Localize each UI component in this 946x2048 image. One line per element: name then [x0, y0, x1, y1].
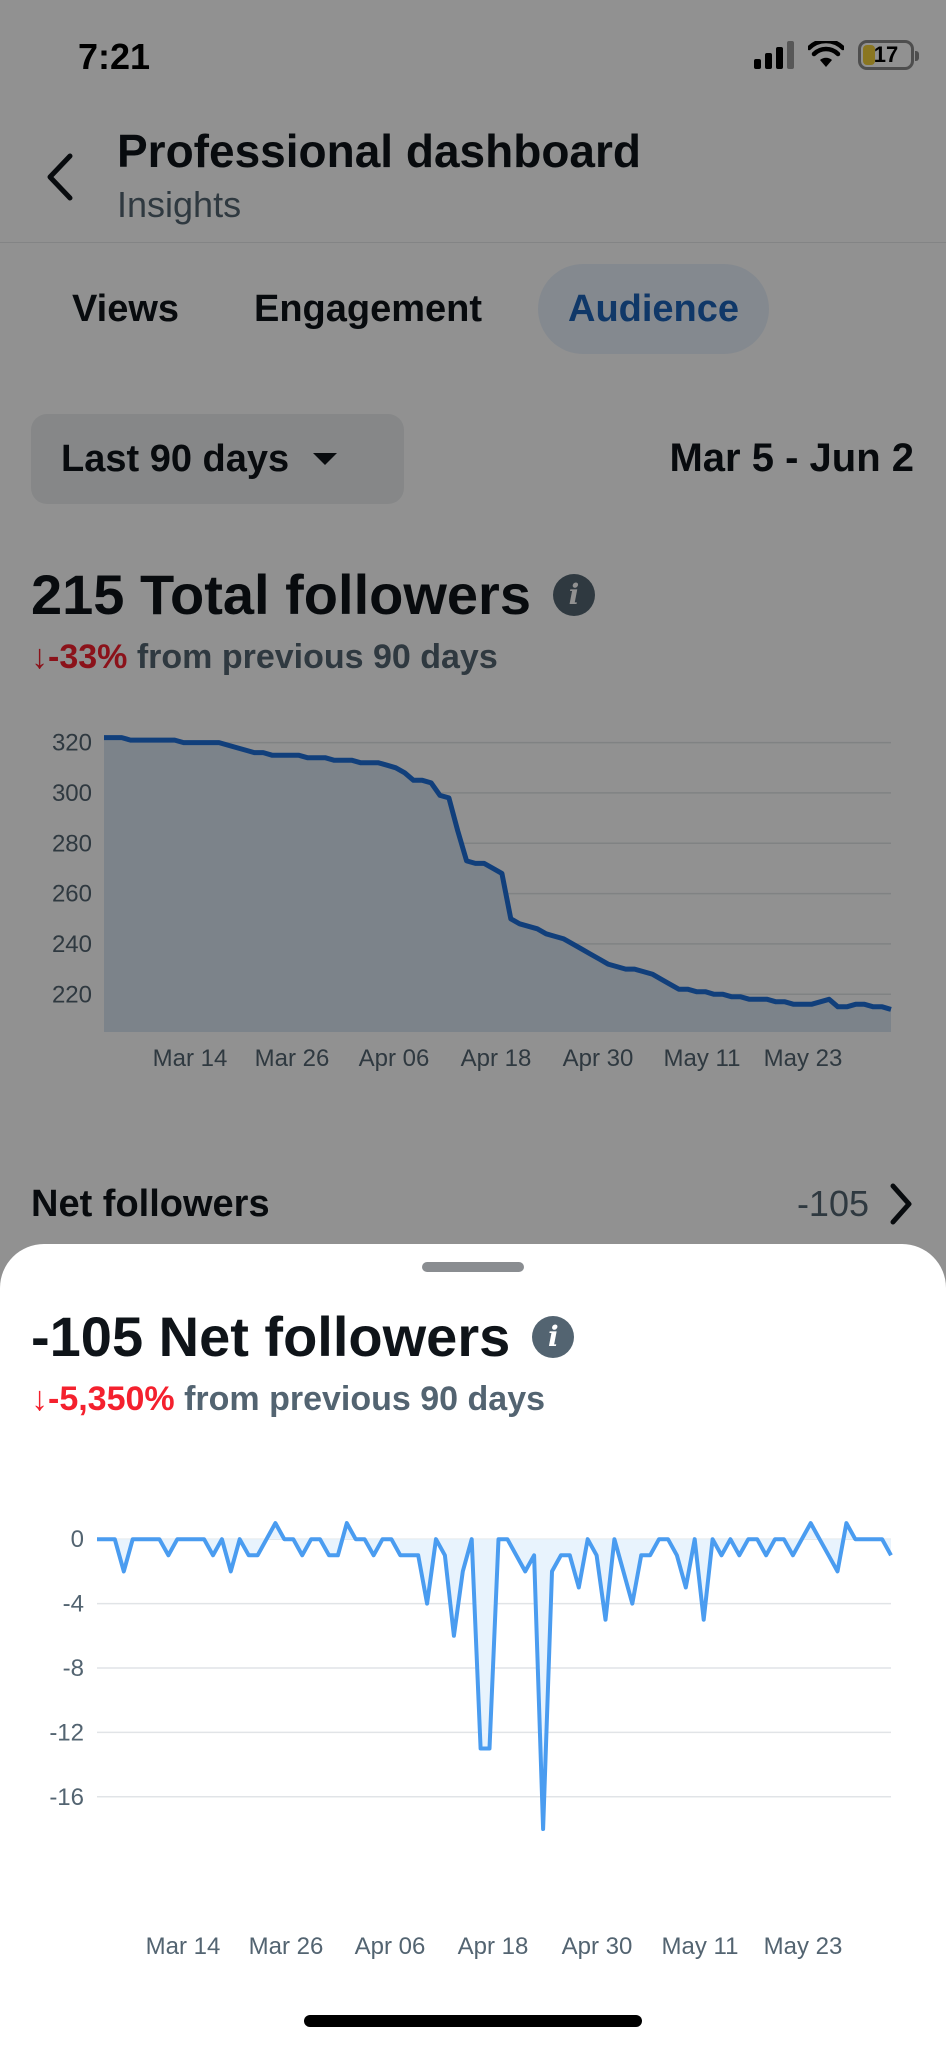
total-followers-chart-x-tick-label: Apr 06: [359, 1045, 430, 1072]
total-followers-change: ↓-33% from previous 90 days: [31, 638, 498, 677]
net-followers-chart: 0 -4 -8 -12 -16 Mar 14 Mar 26 Apr 06 Apr 18 Apr 3…: [49, 1521, 893, 1960]
tab-audience[interactable]: Audience: [538, 264, 770, 354]
net-followers-chart-series-line: [97, 1521, 893, 1831]
net-followers-label: Net followers: [31, 1182, 270, 1225]
page-title: Professional dashboard: [117, 125, 642, 177]
tab-views[interactable]: Views: [72, 288, 180, 330]
total-followers-chart-y-tick-label: 280: [52, 830, 92, 857]
net-followers-value-wrap: -105: [797, 1182, 915, 1226]
net-followers-change: ↓-5,350% from previous 90 days: [31, 1380, 545, 1419]
net-followers-value: -105: [796, 1183, 869, 1224]
net-followers-chart-x-tick-label: May 11: [662, 1933, 739, 1960]
total-followers-chart-x-tick-label: Apr 18: [461, 1045, 532, 1072]
total-followers-title: 215 Total followers i: [31, 562, 595, 627]
net-followers-chart-y-tick-label: 0: [71, 1526, 84, 1553]
battery-level: 17: [873, 42, 899, 67]
total-followers-chart-y-tick-label: 300: [52, 780, 92, 807]
net-followers-chart-x-tick-label: Apr 18: [458, 1933, 529, 1960]
net-followers-sheet: -105 Net followers i ↓-5,350% from previ…: [0, 1244, 946, 2048]
down-arrow-icon: ↓: [31, 638, 48, 676]
total-followers-chart-x-tick-label: Mar 14: [153, 1045, 228, 1072]
tab-engagement[interactable]: Engagement: [254, 288, 483, 330]
total-followers-change-value: -33%: [48, 638, 128, 676]
net-followers-chart-x-tick-label: Apr 30: [562, 1933, 633, 1960]
net-followers-title-text: -105 Net followers: [31, 1305, 511, 1368]
status-time: 7:21: [78, 36, 151, 77]
down-arrow-icon: ↓: [31, 1380, 48, 1418]
net-followers-row[interactable]: Net followers -105: [31, 1174, 915, 1234]
page-subtitle: Insights: [117, 184, 242, 225]
net-followers-chart-x-tick-label: Mar 14: [146, 1933, 221, 1960]
chevron-right-icon: [890, 1183, 912, 1225]
net-followers-chart-x-tick-label: May 23: [764, 1933, 843, 1960]
total-followers-chart-y-tick-label: 320: [52, 730, 92, 757]
net-followers-chart-y-tick-label: -16: [49, 1784, 84, 1811]
total-followers-chart-x-tick-label: Apr 30: [563, 1045, 634, 1072]
net-followers-chart-area-fill: [97, 1523, 891, 1829]
back-arrow-icon[interactable]: [40, 150, 80, 204]
date-range-dropdown-label: Last 90 days: [61, 437, 290, 480]
total-followers-chart-x-tick-label: May 23: [764, 1045, 843, 1072]
status-bar: 7:21 17: [0, 0, 946, 110]
total-followers-change-text: from previous 90 days: [136, 638, 498, 676]
net-followers-chart-y-tick-label: -12: [49, 1719, 84, 1746]
net-followers-chart-x-tick-label: Mar 26: [249, 1933, 324, 1960]
total-followers-chart-series-line: [104, 735, 892, 1012]
total-followers-title-text: 215 Total followers: [31, 563, 531, 626]
net-followers-chart-y-tick-label: -4: [63, 1591, 84, 1618]
caret-down-icon: [313, 453, 338, 465]
home-indicator: [304, 2015, 642, 2027]
info-icon[interactable]: i: [552, 573, 595, 616]
status-icons: 17: [754, 40, 919, 70]
total-followers-chart-y-tick-label: 240: [52, 931, 92, 958]
total-followers-chart-x-tick-label: Mar 26: [255, 1045, 330, 1072]
date-range-dropdown[interactable]: Last 90 days: [31, 414, 404, 504]
net-followers-chart-x-tick-label: Apr 06: [355, 1933, 426, 1960]
total-followers-chart: 320 300 280 260 240 220 Mar 14 Mar 26 Apr 06 Apr …: [52, 730, 892, 1072]
total-followers-chart-y-tick-label: 260: [52, 881, 92, 908]
info-icon[interactable]: i: [532, 1315, 575, 1358]
net-followers-chart-y-tick-label: -8: [63, 1655, 84, 1682]
sheet-grabber[interactable]: [422, 1262, 524, 1272]
header-divider: [0, 242, 946, 243]
total-followers-chart-x-tick-label: May 11: [664, 1045, 741, 1072]
battery-icon: 17: [858, 40, 919, 70]
net-followers-change-value: -5,350%: [48, 1380, 175, 1418]
cellular-signal-icon: [754, 41, 794, 69]
date-range-text: Mar 5 - Jun 2: [669, 436, 914, 480]
total-followers-chart-y-tick-label: 220: [52, 981, 92, 1008]
net-followers-change-text: from previous 90 days: [184, 1380, 546, 1418]
net-followers-title: -105 Net followers i: [31, 1304, 575, 1369]
wifi-icon: [808, 41, 844, 67]
total-followers-chart-area-fill: [104, 737, 891, 1032]
